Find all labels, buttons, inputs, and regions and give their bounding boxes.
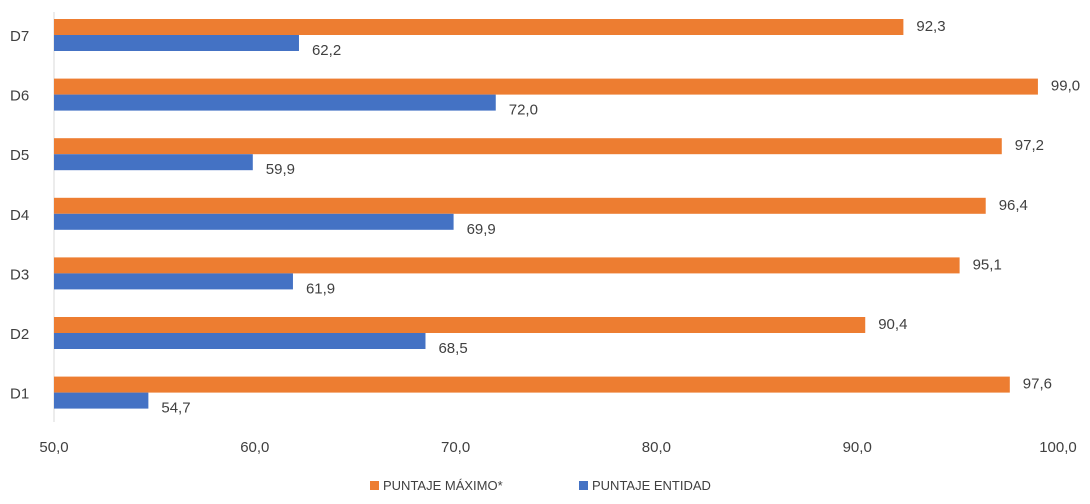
data-label: 96,4 xyxy=(999,197,1028,214)
data-label: 61,9 xyxy=(306,280,335,297)
bar-puntaje-entidad xyxy=(54,94,496,111)
bar-puntaje-maximo xyxy=(54,138,1002,155)
legend-label-puntaje-entidad: PUNTAJE ENTIDAD xyxy=(592,478,711,493)
y-tick-label: D1 xyxy=(10,386,29,403)
x-tick-label: 50,0 xyxy=(39,439,68,456)
legend-swatch-puntaje-maximo xyxy=(370,481,379,490)
bar-puntaje-maximo xyxy=(54,257,960,274)
bar-puntaje-maximo xyxy=(54,376,1010,393)
bar-puntaje-entidad xyxy=(54,392,149,409)
x-tick-label: 70,0 xyxy=(441,439,470,456)
y-tick-label: D2 xyxy=(10,326,29,343)
data-label: 99,0 xyxy=(1051,78,1080,95)
data-label: 90,4 xyxy=(878,316,907,333)
y-tick-label: D6 xyxy=(10,88,29,105)
bar-puntaje-entidad xyxy=(54,154,253,171)
data-label: 97,2 xyxy=(1015,137,1044,154)
bar-puntaje-entidad xyxy=(54,35,299,51)
y-tick-label: D3 xyxy=(10,266,29,283)
bar-puntaje-entidad xyxy=(54,333,426,349)
x-tick-label: 100,0 xyxy=(1039,439,1077,456)
bar-puntaje-maximo xyxy=(54,19,904,35)
y-tick-label: D5 xyxy=(10,147,29,164)
data-label: 54,7 xyxy=(161,400,190,417)
bar-puntaje-maximo xyxy=(54,78,1038,95)
data-label: 59,9 xyxy=(266,161,295,178)
data-label: 97,6 xyxy=(1023,376,1052,393)
legend-label-puntaje-maximo: PUNTAJE MÁXIMO* xyxy=(383,478,503,493)
x-tick-label: 80,0 xyxy=(642,439,671,456)
data-label: 62,2 xyxy=(312,42,341,59)
x-tick-label: 90,0 xyxy=(843,439,872,456)
bar-puntaje-entidad xyxy=(54,213,454,230)
bar-puntaje-entidad xyxy=(54,273,293,290)
data-label: 72,0 xyxy=(509,102,538,119)
data-label: 95,1 xyxy=(973,256,1002,273)
data-label: 69,9 xyxy=(467,221,496,238)
data-label: 92,3 xyxy=(916,18,945,35)
y-tick-label: D7 xyxy=(10,28,29,45)
bar-puntaje-maximo xyxy=(54,317,866,333)
data-label: 68,5 xyxy=(438,340,467,357)
y-tick-label: D4 xyxy=(10,207,29,224)
legend-swatch-puntaje-entidad xyxy=(579,481,588,490)
x-tick-label: 60,0 xyxy=(240,439,269,456)
bar-puntaje-maximo xyxy=(54,197,986,214)
